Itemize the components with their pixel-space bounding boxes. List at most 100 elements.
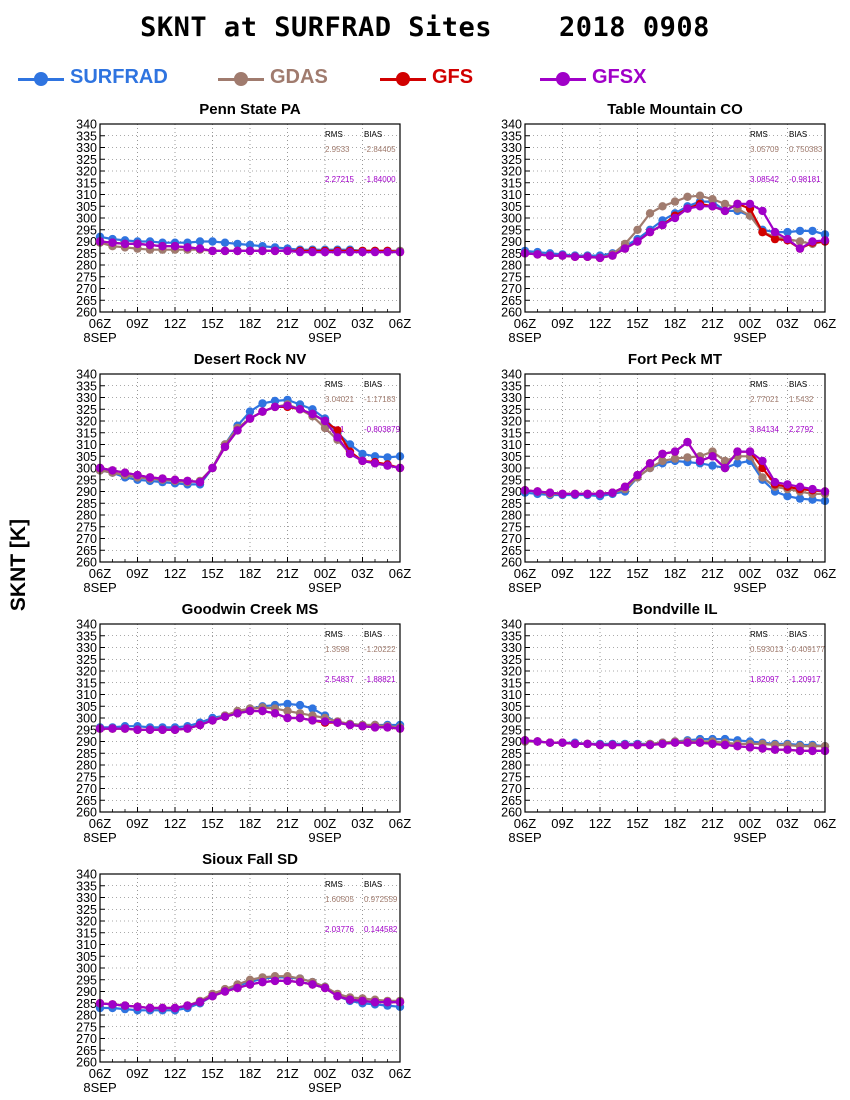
stats-bias-gfsx: 2.2792 bbox=[789, 425, 814, 434]
data-point-gfsx bbox=[283, 976, 292, 986]
data-point-surfrad bbox=[270, 396, 280, 406]
data-point-gfsx bbox=[720, 463, 730, 473]
panel-title: Goodwin Creek MS bbox=[182, 601, 319, 618]
panel-title: Sioux Fall SD bbox=[202, 851, 298, 868]
stats-rms-header: RMS bbox=[750, 630, 768, 639]
y-tick-label: 260 bbox=[501, 556, 522, 570]
series-gfsx bbox=[520, 199, 830, 263]
data-point-gfsx bbox=[670, 213, 680, 223]
stats-rms-gfsx: 2.54837 bbox=[325, 675, 354, 684]
data-point-gdas bbox=[283, 706, 292, 716]
y-tick-label: 265 bbox=[76, 1044, 97, 1058]
y-tick-label: 285 bbox=[76, 247, 97, 261]
stats-rms-gfsx: 3.08542 bbox=[750, 175, 779, 184]
y-tick-label: 340 bbox=[76, 368, 97, 382]
data-point-gfsx bbox=[545, 738, 555, 747]
x-date-label: 9SEP bbox=[308, 1080, 341, 1095]
y-tick-label: 265 bbox=[501, 794, 522, 808]
x-tick-label: 03Z bbox=[776, 816, 798, 831]
y-tick-label: 300 bbox=[76, 712, 97, 726]
y-tick-label: 285 bbox=[501, 497, 522, 511]
data-point-gfsx bbox=[558, 489, 567, 499]
y-tick-label: 320 bbox=[501, 415, 522, 429]
y-tick-label: 330 bbox=[76, 141, 97, 155]
data-point-gfsx bbox=[208, 463, 217, 473]
x-date-label: 8SEP bbox=[508, 830, 541, 845]
x-date-label: 9SEP bbox=[308, 580, 341, 595]
y-tick-label: 285 bbox=[501, 247, 522, 261]
data-point-gfsx bbox=[258, 407, 267, 416]
data-point-gfsx bbox=[283, 713, 292, 723]
data-point-gdas bbox=[670, 197, 680, 206]
panel-table-mountain-co: Table Mountain CO 26026527027528028529029… bbox=[501, 101, 836, 345]
y-tick-label: 325 bbox=[76, 153, 97, 167]
plot-frame bbox=[99, 873, 401, 1063]
y-tick-label: 280 bbox=[76, 259, 97, 273]
y-tick-label: 325 bbox=[501, 403, 522, 417]
data-point-gfsx bbox=[595, 740, 605, 750]
x-tick-label: 12Z bbox=[164, 816, 186, 831]
data-point-gfsx bbox=[683, 437, 692, 447]
y-tick-label: 315 bbox=[501, 426, 522, 440]
data-point-surfrad bbox=[783, 492, 792, 501]
y-tick-label: 335 bbox=[501, 129, 522, 143]
x-tick-label: 06Z bbox=[89, 816, 111, 831]
data-point-gfsx bbox=[708, 739, 717, 749]
data-point-gfsx bbox=[120, 1001, 130, 1010]
legend-swatch-gfs-dot bbox=[396, 72, 410, 86]
data-point-gfsx bbox=[533, 487, 542, 496]
plot-frame bbox=[524, 373, 826, 563]
stats-rms-gdas: 2.77021 bbox=[750, 395, 779, 404]
data-point-surfrad bbox=[383, 453, 392, 462]
stats-bias-gfsx: -0.98181 bbox=[789, 175, 821, 184]
y-tick-label: 275 bbox=[501, 520, 522, 534]
data-point-gfsx bbox=[645, 459, 655, 468]
y-tick-label: 275 bbox=[501, 270, 522, 284]
data-point-gfsx bbox=[345, 720, 355, 730]
data-point-gfsx bbox=[270, 246, 280, 256]
data-point-gfsx bbox=[570, 489, 580, 499]
data-point-gfsx bbox=[258, 706, 267, 716]
data-point-gfsx bbox=[145, 473, 155, 482]
stats-bias-gdas: -1.20222 bbox=[364, 645, 396, 654]
data-point-gfsx bbox=[195, 720, 205, 730]
data-point-gfsx bbox=[583, 489, 592, 499]
data-point-gfsx bbox=[370, 997, 380, 1007]
y-tick-label: 310 bbox=[501, 188, 522, 202]
panel-title: Bondville IL bbox=[632, 601, 717, 618]
y-tick-label: 295 bbox=[501, 473, 522, 487]
data-point-gfs bbox=[333, 426, 342, 435]
data-point-gfsx bbox=[120, 239, 130, 249]
x-date-label: 8SEP bbox=[508, 580, 541, 595]
y-tick-label: 265 bbox=[501, 544, 522, 558]
x-tick-label: 06Z bbox=[814, 316, 836, 331]
y-tick-label: 330 bbox=[76, 891, 97, 905]
data-point-gfsx bbox=[345, 449, 355, 459]
x-tick-label: 12Z bbox=[589, 816, 611, 831]
y-tick-label: 275 bbox=[76, 270, 97, 284]
data-point-gfsx bbox=[220, 987, 230, 996]
y-tick-label: 335 bbox=[76, 879, 97, 893]
data-point-gfsx bbox=[295, 977, 305, 987]
x-tick-label: 09Z bbox=[126, 316, 148, 331]
y-tick-label: 330 bbox=[501, 641, 522, 655]
y-tick-label: 335 bbox=[501, 629, 522, 643]
x-tick-label: 21Z bbox=[276, 316, 298, 331]
data-point-gdas bbox=[658, 456, 667, 466]
panel-title: Desert Rock NV bbox=[194, 351, 307, 368]
data-point-gfsx bbox=[383, 723, 392, 732]
data-point-gfsx bbox=[695, 202, 705, 211]
stats-rms-header: RMS bbox=[325, 880, 343, 889]
y-tick-label: 260 bbox=[501, 306, 522, 320]
data-point-gfsx bbox=[533, 737, 542, 746]
y-tick-label: 320 bbox=[76, 915, 97, 929]
x-tick-label: 09Z bbox=[126, 816, 148, 831]
y-tick-label: 285 bbox=[501, 747, 522, 761]
data-point-gfsx bbox=[295, 247, 305, 257]
data-point-gfsx bbox=[758, 206, 767, 216]
stats-rms-header: RMS bbox=[325, 130, 343, 139]
y-tick-label: 290 bbox=[76, 985, 97, 999]
data-point-surfrad bbox=[233, 239, 242, 249]
y-tick-label: 315 bbox=[76, 176, 97, 190]
y-tick-label: 290 bbox=[501, 735, 522, 749]
